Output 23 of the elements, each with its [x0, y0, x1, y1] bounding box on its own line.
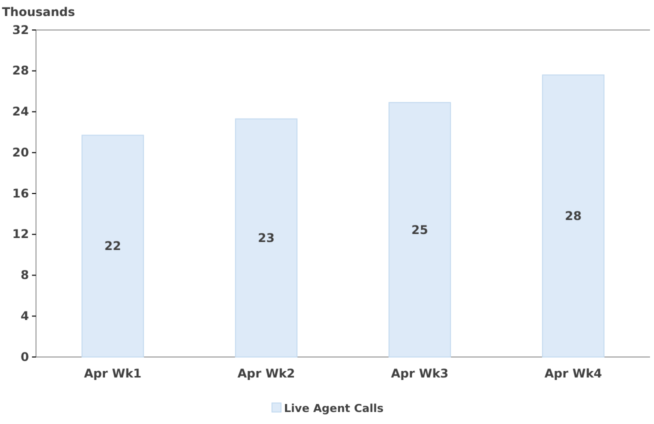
data-label: 25 [411, 222, 428, 237]
bar [542, 74, 604, 358]
x-tick-label: Apr Wk2 [237, 366, 296, 381]
data-label: 23 [258, 230, 275, 245]
data-label: 28 [564, 208, 582, 223]
x-tick-label: Apr Wk3 [390, 366, 449, 381]
legend-label: Live Agent Calls [284, 402, 384, 415]
y-tick-label: 24 [12, 104, 29, 119]
bar [82, 134, 144, 358]
y-tick-label: 0 [20, 350, 29, 364]
y-tick-label: 20 [12, 145, 29, 160]
y-tick-label: 8 [20, 268, 29, 282]
y-tick-label: 12 [12, 227, 29, 242]
y-tick-label: 28 [12, 64, 29, 78]
y-tick-label: 16 [12, 186, 29, 200]
y-tick-label: 4 [20, 308, 29, 323]
bar [235, 118, 298, 358]
data-label: 22 [104, 239, 122, 254]
x-tick-label: Apr Wk1 [84, 366, 142, 381]
y-axis-title: Thousands [2, 5, 76, 19]
x-tick-label: Apr Wk4 [544, 366, 602, 381]
bar [388, 102, 451, 358]
y-tick-label: 32 [12, 22, 29, 37]
